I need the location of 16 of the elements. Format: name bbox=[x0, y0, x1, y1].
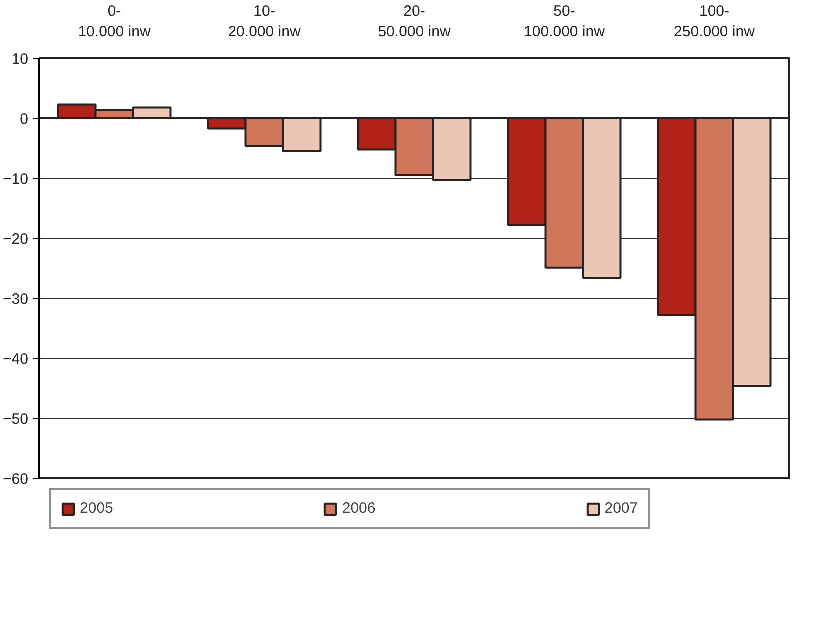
y-tick-label: −10 bbox=[3, 171, 29, 188]
y-tick-label: −50 bbox=[3, 411, 29, 428]
y-tick-label: −30 bbox=[3, 291, 29, 308]
y-tick-label: −40 bbox=[3, 351, 29, 368]
legend-label: 2006 bbox=[342, 500, 376, 517]
x-tick-label: 50- 100.000 inw bbox=[524, 3, 606, 40]
y-tick-label: 10 bbox=[12, 51, 29, 68]
y-tick-label: 0 bbox=[20, 111, 28, 128]
x-tick-label: 10- 20.000 inw bbox=[228, 3, 301, 40]
legend-label: 2005 bbox=[80, 500, 114, 517]
legend-label: 2007 bbox=[604, 500, 638, 517]
x-tick-label: 0- 10.000 inw bbox=[78, 3, 151, 40]
x-tick-label: 20- 50.000 inw bbox=[378, 3, 451, 40]
y-tick-label: −60 bbox=[3, 471, 29, 488]
x-tick-label: 100- 250.000 inw bbox=[674, 3, 756, 40]
y-tick-label: −20 bbox=[3, 231, 29, 248]
